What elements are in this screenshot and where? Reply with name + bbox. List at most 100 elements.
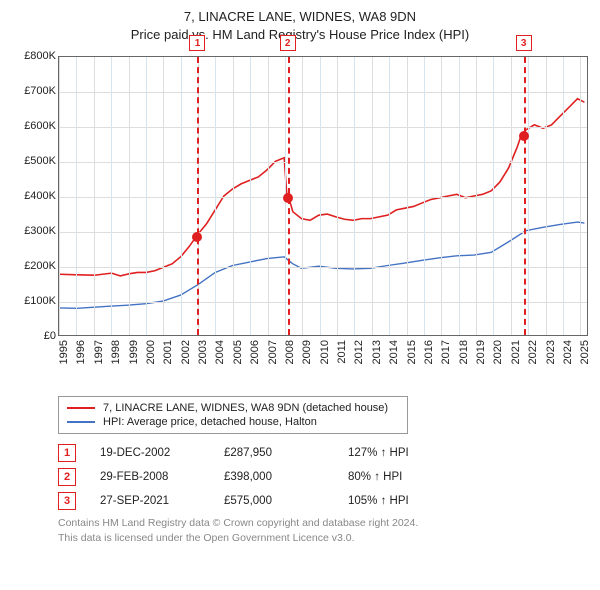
x-axis-label: 2006 xyxy=(249,340,261,364)
chart-title-sub: Price paid vs. HM Land Registry's House … xyxy=(8,26,592,44)
x-gridline xyxy=(546,57,547,335)
annotation-row: 119-DEC-2002£287,950127% ↑ HPI xyxy=(58,444,592,462)
x-axis-label: 2025 xyxy=(579,340,591,364)
x-axis-label: 2003 xyxy=(197,340,209,364)
annotation-delta: 80% ↑ HPI xyxy=(348,471,448,483)
x-gridline xyxy=(563,57,564,335)
y-axis-label: £700K xyxy=(24,85,56,97)
x-gridline xyxy=(580,57,581,335)
x-axis-label: 2005 xyxy=(232,340,244,364)
x-gridline xyxy=(528,57,529,335)
sale-marker-point xyxy=(192,232,202,242)
x-gridline xyxy=(268,57,269,335)
annotation-price: £398,000 xyxy=(224,471,324,483)
sale-marker-line xyxy=(197,57,199,335)
legend-row: 7, LINACRE LANE, WIDNES, WA8 9DN (detach… xyxy=(67,401,399,415)
plot-area: 123 xyxy=(58,56,588,336)
chart-title-address: 7, LINACRE LANE, WIDNES, WA8 9DN xyxy=(8,8,592,26)
y-axis-label: £800K xyxy=(24,50,56,62)
x-gridline xyxy=(129,57,130,335)
x-axis-label: 2022 xyxy=(527,340,539,364)
x-axis-label: 1995 xyxy=(58,340,70,364)
x-axis-label: 2024 xyxy=(562,340,574,364)
x-axis-label: 2016 xyxy=(423,340,435,364)
series-hpi xyxy=(60,222,585,308)
annotation-date: 29-FEB-2008 xyxy=(100,471,200,483)
x-gridline xyxy=(493,57,494,335)
legend-swatch xyxy=(67,407,95,409)
x-gridline xyxy=(476,57,477,335)
x-axis-label: 2007 xyxy=(267,340,279,364)
y-gridline xyxy=(59,162,587,163)
sale-marker-line xyxy=(524,57,526,335)
annotation-row: 3 27-SEP-2021 £575,000 105% ↑ HPI xyxy=(58,492,592,510)
y-axis-label: £300K xyxy=(24,225,56,237)
x-axis-label: 2009 xyxy=(301,340,313,364)
x-axis-label: 1998 xyxy=(110,340,122,364)
chart-box: 123 £0 £100K £200K £300K £400K £500K £600K £700… xyxy=(8,50,592,390)
x-gridline xyxy=(76,57,77,335)
x-axis-label: 2021 xyxy=(510,340,522,364)
x-gridline xyxy=(250,57,251,335)
x-gridline xyxy=(354,57,355,335)
x-axis-label: 2014 xyxy=(388,340,400,364)
x-gridline xyxy=(181,57,182,335)
x-gridline xyxy=(94,57,95,335)
x-axis-label: 2015 xyxy=(406,340,418,364)
chart-lines xyxy=(59,57,587,335)
x-axis-label: 2000 xyxy=(145,340,157,364)
x-axis-label: 2004 xyxy=(214,340,226,364)
y-gridline xyxy=(59,302,587,303)
x-gridline xyxy=(424,57,425,335)
y-gridline xyxy=(59,232,587,233)
x-gridline xyxy=(163,57,164,335)
annotation-row: 229-FEB-2008£398,00080% ↑ HPI xyxy=(58,468,592,486)
annotation-delta: 105% ↑ HPI xyxy=(348,495,448,507)
x-gridline xyxy=(320,57,321,335)
x-axis-label: 1999 xyxy=(128,340,140,364)
x-gridline xyxy=(146,57,147,335)
x-gridline xyxy=(407,57,408,335)
legend: 7, LINACRE LANE, WIDNES, WA8 9DN (detach… xyxy=(58,396,408,434)
legend-label: 7, LINACRE LANE, WIDNES, WA8 9DN (detach… xyxy=(103,402,388,414)
annotation-badge: 3 xyxy=(58,492,76,510)
legend-row: HPI: Average price, detached house, Halt… xyxy=(67,415,399,429)
y-axis-label: £0 xyxy=(44,330,56,342)
annotation-table: 119-DEC-2002£287,950127% ↑ HPI229-FEB-20… xyxy=(58,444,592,510)
y-axis-label: £400K xyxy=(24,190,56,202)
sale-marker-badge: 3 xyxy=(516,35,532,51)
x-axis-label: 2019 xyxy=(475,340,487,364)
y-axis-label: £200K xyxy=(24,260,56,272)
y-gridline xyxy=(59,92,587,93)
y-axis-label: £600K xyxy=(24,120,56,132)
x-gridline xyxy=(337,57,338,335)
footer-line1: Contains HM Land Registry data © Crown c… xyxy=(58,516,592,530)
y-gridline xyxy=(59,267,587,268)
x-gridline xyxy=(372,57,373,335)
x-gridline xyxy=(215,57,216,335)
x-axis-label: 1997 xyxy=(93,340,105,364)
footer-line2: This data is licensed under the Open Gov… xyxy=(58,531,592,545)
x-axis-label: 2001 xyxy=(162,340,174,364)
x-axis-label: 2023 xyxy=(545,340,557,364)
y-gridline xyxy=(59,127,587,128)
x-gridline xyxy=(459,57,460,335)
annotation-price: £575,000 xyxy=(224,495,324,507)
annotation-date: 19-DEC-2002 xyxy=(100,447,200,459)
x-gridline xyxy=(389,57,390,335)
x-axis-label: 2010 xyxy=(319,340,331,364)
series-price_paid xyxy=(60,99,585,276)
legend-label: HPI: Average price, detached house, Halt… xyxy=(103,416,317,428)
annotation-date: 27-SEP-2021 xyxy=(100,495,200,507)
legend-swatch xyxy=(67,421,95,423)
annotation-price: £287,950 xyxy=(224,447,324,459)
x-axis-label: 2008 xyxy=(284,340,296,364)
x-axis-label: 2020 xyxy=(492,340,504,364)
x-axis-label: 2011 xyxy=(336,340,348,364)
y-axis-label: £100K xyxy=(24,295,56,307)
x-axis-label: 2013 xyxy=(371,340,383,364)
x-axis-label: 2012 xyxy=(353,340,365,364)
sale-marker-point xyxy=(519,131,529,141)
x-gridline xyxy=(302,57,303,335)
y-axis-label: £500K xyxy=(24,155,56,167)
